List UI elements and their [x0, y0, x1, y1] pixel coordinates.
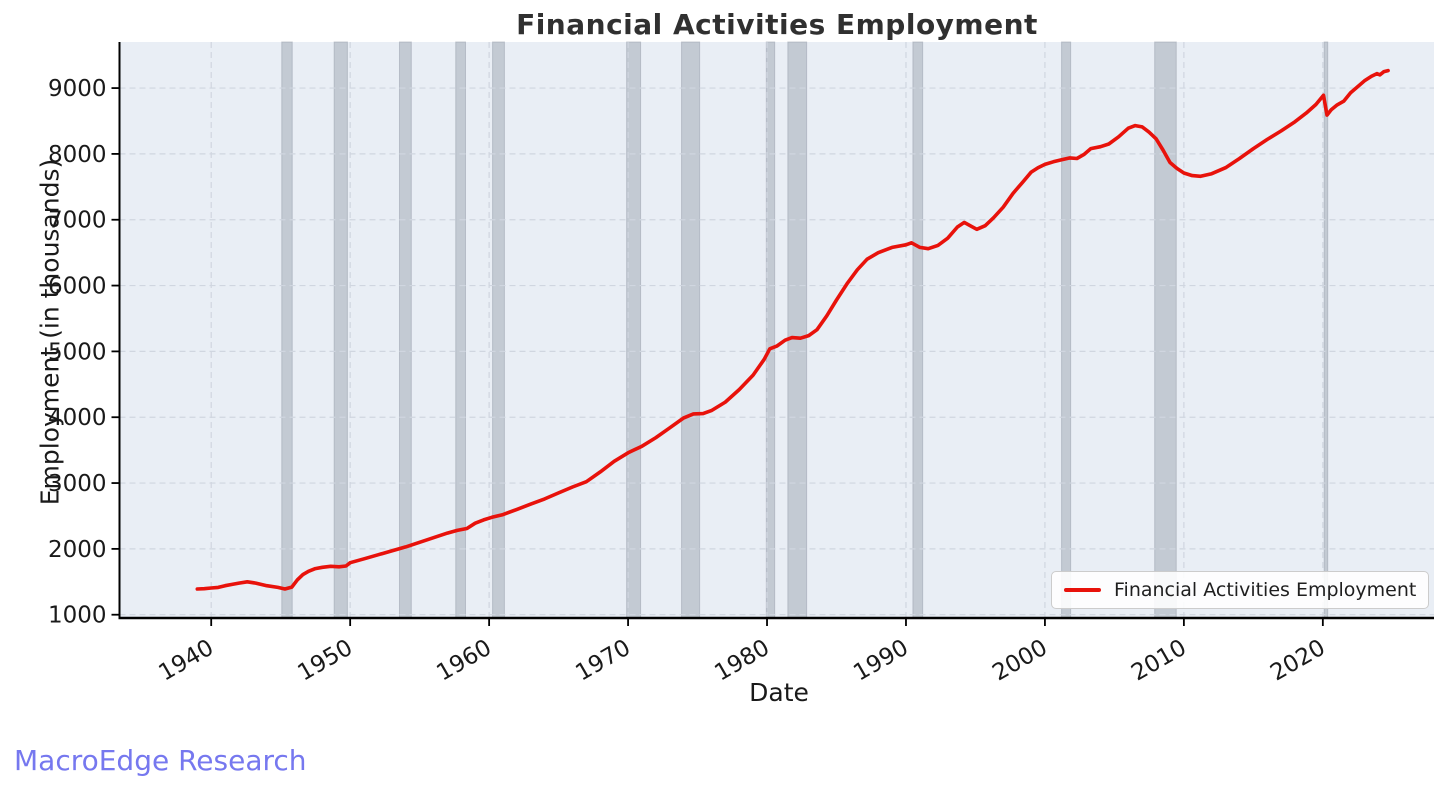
- plot-area: [119, 42, 1434, 618]
- x-tick-label: 1950: [293, 635, 357, 687]
- y-axis-label: Employment (in thousands): [35, 158, 65, 506]
- x-tick-label: 1960: [432, 635, 496, 687]
- watermark-macroedge-research: MacroEdge Research: [14, 744, 307, 777]
- legend-label: Financial Activities Employment: [1114, 579, 1417, 601]
- legend: Financial Activities Employment: [1051, 571, 1430, 609]
- x-tick-label: 1940: [155, 635, 219, 687]
- x-tick-label: 2000: [988, 635, 1052, 687]
- y-tick-label: 8000: [48, 142, 107, 168]
- y-tick-label: 1000: [48, 603, 107, 629]
- recession-band: [1323, 41, 1329, 619]
- recession-band: [333, 41, 348, 619]
- recession-band: [681, 41, 701, 619]
- y-tick-label: 3000: [48, 471, 107, 497]
- x-axis-label: Date: [749, 678, 809, 707]
- y-tick-label: 2000: [48, 537, 107, 563]
- recession-band: [1061, 41, 1072, 619]
- recession-band: [912, 41, 924, 619]
- x-tick-label: 2010: [1127, 635, 1191, 687]
- recession-band: [765, 41, 776, 619]
- recession-band: [398, 41, 412, 619]
- recession-band: [492, 41, 505, 619]
- y-tick-label: 5000: [48, 339, 107, 365]
- y-tick-label: 7000: [48, 208, 107, 234]
- legend-line-swatch: [1064, 588, 1101, 592]
- recession-band: [626, 41, 642, 619]
- x-tick-label: 1970: [571, 635, 635, 687]
- recession-band: [1154, 41, 1177, 619]
- y-tick-label: 9000: [48, 76, 107, 102]
- x-tick-label: 1990: [849, 635, 913, 687]
- recession-band: [787, 41, 808, 619]
- y-tick-label: 4000: [48, 405, 107, 431]
- x-tick-label: 2020: [1266, 635, 1330, 687]
- employment-series-line: [195, 68, 1390, 591]
- chart-title: Financial Activities Employment: [516, 8, 1038, 41]
- y-tick-label: 6000: [48, 274, 107, 300]
- recession-band: [281, 41, 293, 619]
